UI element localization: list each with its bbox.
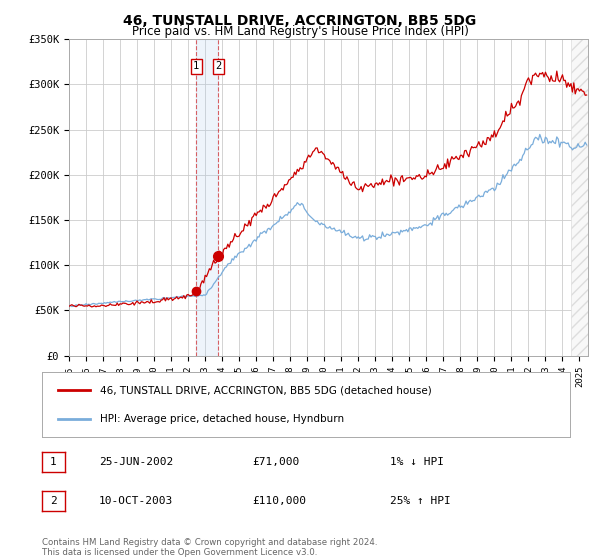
Text: £110,000: £110,000	[252, 496, 306, 506]
Text: 46, TUNSTALL DRIVE, ACCRINGTON, BB5 5DG (detached house): 46, TUNSTALL DRIVE, ACCRINGTON, BB5 5DG …	[100, 385, 432, 395]
Text: Contains HM Land Registry data © Crown copyright and database right 2024.
This d: Contains HM Land Registry data © Crown c…	[42, 538, 377, 557]
Text: 1% ↓ HPI: 1% ↓ HPI	[390, 457, 444, 467]
Text: 10-OCT-2003: 10-OCT-2003	[99, 496, 173, 506]
Text: 2: 2	[215, 62, 221, 71]
Text: 1: 1	[50, 457, 57, 467]
Text: £71,000: £71,000	[252, 457, 299, 467]
Text: 25-JUN-2002: 25-JUN-2002	[99, 457, 173, 467]
Bar	[196, 39, 218, 356]
Text: 25% ↑ HPI: 25% ↑ HPI	[390, 496, 451, 506]
Text: Price paid vs. HM Land Registry's House Price Index (HPI): Price paid vs. HM Land Registry's House …	[131, 25, 469, 38]
Text: 1: 1	[193, 62, 199, 71]
Text: HPI: Average price, detached house, Hyndburn: HPI: Average price, detached house, Hynd…	[100, 414, 344, 424]
Text: 2: 2	[50, 496, 57, 506]
Text: 46, TUNSTALL DRIVE, ACCRINGTON, BB5 5DG: 46, TUNSTALL DRIVE, ACCRINGTON, BB5 5DG	[124, 14, 476, 28]
Bar	[571, 39, 588, 356]
